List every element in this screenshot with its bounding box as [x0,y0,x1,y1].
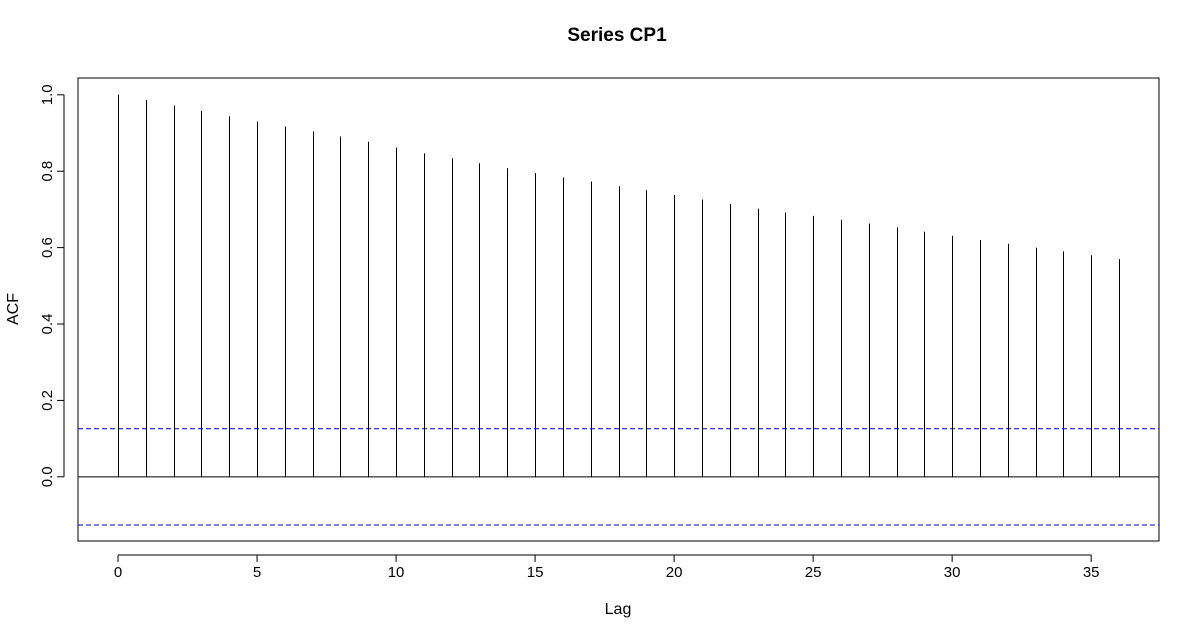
x-tick-label: 35 [1083,564,1100,581]
y-tick-label: 1.0 [39,84,56,105]
plot-area: 0 5 10 15 20 25 30 35 0.0 0.2 0.4 0.6 0.8 1.0 [39,77,1160,581]
x-tick-label: 25 [805,564,822,581]
x-tick-label: 20 [666,564,683,581]
x-tick-label: 5 [253,564,261,581]
x-tick-label: 15 [527,564,544,581]
y-tick-label: 0.0 [39,466,56,487]
y-tick-label: 0.6 [39,237,56,258]
x-tick-label: 30 [944,564,961,581]
y-tick-label: 0.2 [39,390,56,411]
x-tick-label: 10 [388,564,405,581]
x-axis-label: Lag [605,601,632,618]
y-axis-label: ACF [5,293,22,325]
plot-frame [77,77,1160,542]
y-tick-label: 0.8 [39,161,56,182]
y-tick-label: 0.4 [39,314,56,335]
chart-title: Series CP1 [567,25,667,46]
x-tick-label: 0 [114,564,122,581]
